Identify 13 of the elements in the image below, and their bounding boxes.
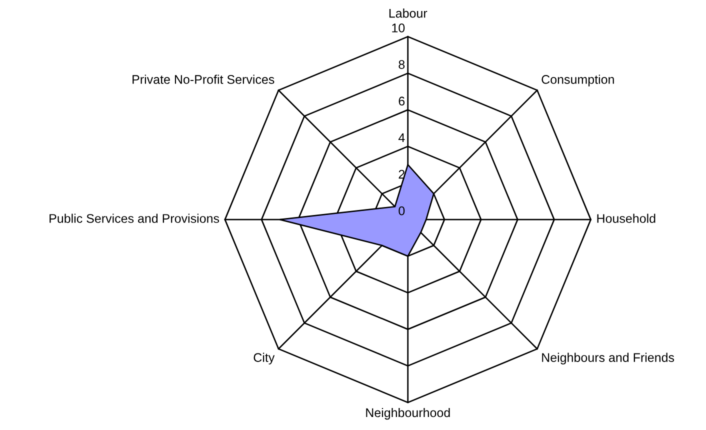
spoke-label: Consumption bbox=[542, 74, 614, 86]
spoke-label: Public Services and Provisions bbox=[50, 214, 220, 223]
spoke-label: Neighbourhood bbox=[366, 408, 450, 420]
spoke-label: City bbox=[254, 352, 275, 364]
spoke-label: Household bbox=[597, 214, 656, 223]
y-tick-label: 10 bbox=[392, 24, 405, 32]
y-tick-label: 0 bbox=[398, 206, 405, 216]
y-tick-label: 6 bbox=[398, 96, 405, 106]
spoke-label: Private No-Profit Services bbox=[132, 74, 274, 84]
spoke-label: Labour bbox=[389, 8, 428, 18]
spoke-label: Neighbours and Friends bbox=[542, 352, 674, 364]
y-tick-label: 4 bbox=[398, 133, 405, 142]
y-tick-label: 8 bbox=[398, 60, 405, 69]
